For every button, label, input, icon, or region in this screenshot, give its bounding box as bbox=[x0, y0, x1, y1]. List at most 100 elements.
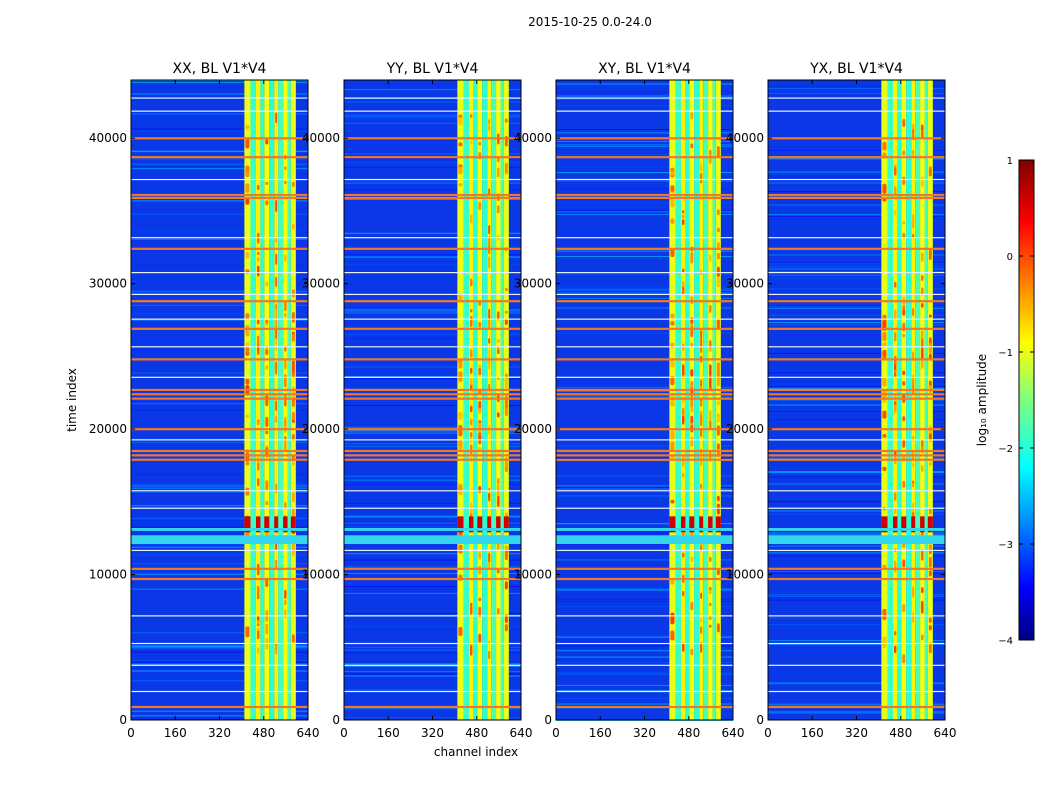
panel-4: YX, BL V1*V4 0 160 320 480 640 0 10000 20000 3000… bbox=[726, 61, 957, 740]
noise-stripe bbox=[556, 449, 733, 451]
rfi-row bbox=[556, 137, 733, 140]
noise-stripe bbox=[556, 436, 733, 438]
y-tick-label: 40000 bbox=[726, 131, 764, 145]
flagged-row bbox=[344, 664, 521, 666]
y-tick-label: 30000 bbox=[726, 277, 764, 291]
noise-stripe bbox=[131, 349, 308, 351]
noise-stripe bbox=[768, 266, 945, 268]
band-blob bbox=[458, 293, 463, 303]
band-blob bbox=[504, 118, 508, 123]
band-blob bbox=[682, 214, 685, 219]
noise-stripe bbox=[556, 673, 733, 675]
noise-stripe bbox=[556, 534, 733, 536]
noise-stripe bbox=[768, 372, 945, 374]
band-column bbox=[915, 80, 921, 720]
band-blob bbox=[245, 183, 250, 193]
y-tick-label: 10000 bbox=[302, 568, 340, 582]
noise-stripe bbox=[344, 515, 521, 517]
noise-stripe bbox=[556, 409, 733, 411]
band-column bbox=[920, 80, 925, 720]
noise-stripe bbox=[131, 230, 308, 232]
band-blob bbox=[284, 313, 287, 318]
noise-stripe bbox=[768, 268, 945, 270]
noise-stripe bbox=[556, 495, 733, 497]
noise-stripe bbox=[344, 405, 521, 407]
band-blob bbox=[709, 340, 712, 348]
band-blob bbox=[902, 118, 906, 127]
noise-stripe bbox=[768, 352, 945, 354]
band-peak bbox=[503, 516, 509, 533]
flagged-row bbox=[768, 615, 945, 617]
noise-stripe bbox=[131, 715, 308, 717]
noise-stripe bbox=[131, 546, 308, 548]
band-blob bbox=[470, 376, 473, 386]
band-blob bbox=[894, 281, 897, 288]
noise-stripe bbox=[131, 93, 308, 95]
panel-title: YY, BL V1*V4 bbox=[386, 61, 479, 77]
noise-stripe bbox=[556, 661, 733, 663]
band-column bbox=[256, 80, 261, 720]
noise-stripe bbox=[556, 589, 733, 591]
band-blob bbox=[265, 416, 269, 428]
band-blob bbox=[709, 586, 712, 591]
band-column bbox=[927, 80, 933, 720]
noise-stripe bbox=[768, 571, 945, 573]
noise-stripe bbox=[131, 177, 308, 179]
band-blob bbox=[488, 119, 491, 125]
band-blob bbox=[709, 254, 712, 262]
rfi-row bbox=[768, 454, 945, 457]
y-tick-label: 10000 bbox=[514, 568, 552, 582]
band-blob bbox=[284, 442, 287, 451]
band-blob bbox=[700, 414, 703, 427]
x-tick-label: 160 bbox=[801, 726, 824, 740]
band-blob bbox=[478, 606, 482, 618]
band-blob bbox=[470, 431, 473, 438]
band-blob bbox=[682, 415, 685, 425]
noise-stripe bbox=[556, 600, 733, 602]
band-blob bbox=[478, 485, 482, 493]
gap-row bbox=[344, 528, 521, 531]
band-blob bbox=[488, 492, 491, 500]
noise-stripe bbox=[344, 309, 521, 311]
noise-stripe bbox=[768, 514, 945, 516]
band-blob bbox=[928, 461, 932, 466]
colorbar-gradient bbox=[1018, 159, 1035, 641]
flagged-row bbox=[344, 97, 521, 99]
band-blob bbox=[488, 225, 491, 235]
rfi-row bbox=[131, 247, 308, 250]
noise-stripe bbox=[131, 313, 308, 315]
flagged-row bbox=[131, 490, 308, 492]
band-blob bbox=[275, 201, 278, 213]
band-blob bbox=[882, 564, 887, 568]
band-blob bbox=[275, 346, 278, 351]
noise-stripe bbox=[344, 586, 521, 588]
band-blob bbox=[700, 172, 703, 184]
noise-stripe bbox=[556, 531, 733, 533]
band-blob bbox=[709, 420, 712, 430]
noise-stripe bbox=[344, 709, 521, 711]
band-blob bbox=[257, 593, 260, 600]
rfi-row bbox=[556, 193, 733, 197]
flagged-row bbox=[344, 690, 521, 693]
band-column bbox=[685, 80, 690, 720]
noise-stripe bbox=[131, 403, 308, 405]
band-blob bbox=[682, 210, 685, 214]
flagged-row bbox=[344, 549, 521, 552]
band-blob bbox=[291, 311, 295, 323]
rfi-row bbox=[768, 196, 945, 200]
y-tick-label: 20000 bbox=[726, 422, 764, 436]
noise-stripe bbox=[344, 101, 521, 103]
band-blob bbox=[257, 184, 260, 191]
x-tick-label: 0 bbox=[127, 726, 135, 740]
band-blob bbox=[458, 183, 463, 187]
colorbar-tick-label: 1 bbox=[1007, 156, 1013, 167]
band-blob bbox=[670, 499, 675, 504]
rfi-row bbox=[768, 393, 945, 396]
band-blob bbox=[902, 370, 906, 376]
noise-stripe bbox=[344, 181, 521, 183]
band-blob bbox=[912, 149, 915, 157]
band-blob bbox=[882, 183, 887, 194]
rfi-row bbox=[131, 393, 308, 396]
noise-stripe bbox=[131, 178, 308, 180]
noise-stripe bbox=[768, 683, 945, 685]
